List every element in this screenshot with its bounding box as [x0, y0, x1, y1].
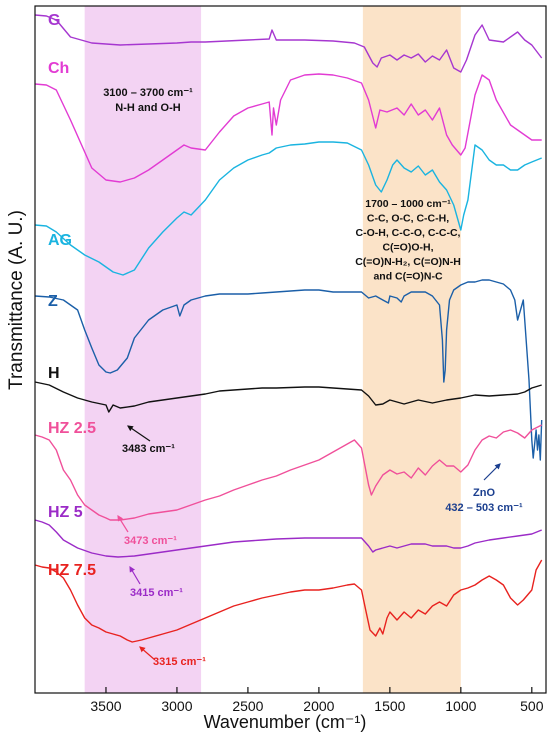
series-line-ag — [34, 141, 542, 276]
series-line-hz-7-5 — [34, 559, 543, 643]
band-0-label-line-1: N-H and O-H — [115, 102, 180, 114]
y-axis-label: Transmittance (A. U.) — [6, 210, 27, 390]
annotation-zno-label: ZnO — [473, 487, 495, 499]
series-name-hz-7-5: HZ 7.5 — [48, 562, 96, 579]
annotation-arrow-0 — [127, 425, 151, 442]
series-name-hz-2-5: HZ 2.5 — [48, 420, 96, 437]
annotation-zno-range: 432 – 503 cm⁻¹ — [445, 502, 523, 514]
band-1-label-line-3: C(=O)O-H, — [382, 242, 433, 254]
annotation-arrow-zno — [483, 463, 501, 481]
series-line-hz-5 — [34, 519, 542, 558]
x-tick-label: 500 — [520, 698, 544, 714]
band-1-label-line-2: C-O-H, C-C-O, C-C-C, — [356, 227, 461, 239]
series-line-z — [34, 279, 543, 461]
series-line-hz-2-5 — [34, 424, 543, 521]
annotation-label-1: 3473 cm⁻¹ — [124, 535, 177, 547]
band-1-label-line-0: 1700 – 1000 cm⁻¹ — [365, 198, 451, 210]
x-tick-label: 2500 — [232, 698, 263, 714]
x-tick-label: 3500 — [90, 698, 121, 714]
annotation-arrow-2 — [129, 565, 141, 585]
annotation-label-3: 3315 cm⁻¹ — [153, 656, 206, 668]
series-line-g — [34, 14, 543, 73]
band-0 — [84, 6, 202, 693]
x-tick-label: 1000 — [445, 698, 476, 714]
band-1-label-line-1: C-C, O-C, C-C-H, — [367, 213, 449, 225]
annotation-label-2: 3415 cm⁻¹ — [130, 587, 183, 599]
spectra-series — [34, 14, 543, 643]
x-tick-label: 3000 — [161, 698, 192, 714]
x-tick-label: 1500 — [374, 698, 405, 714]
series-line-ch — [34, 73, 542, 183]
band-1-label-line-5: and C(=O)N-C — [373, 271, 443, 283]
plot-border — [34, 5, 547, 694]
x-axis-label: Wavenumber (cm⁻¹) — [204, 712, 367, 732]
series-name-h: H — [48, 365, 60, 382]
annotation-arrow-1 — [117, 514, 129, 533]
series-name-ag: AG — [48, 232, 72, 249]
band-1-label-line-4: C(=O)N-H₂, C(=O)N-H — [355, 256, 461, 268]
plot-frame — [34, 5, 547, 694]
x-axis-ticks: 3500 3000 2500 2000 1500 1000 500 — [90, 687, 544, 714]
annotation-arrow-3 — [139, 646, 156, 661]
series-name-z: Z — [48, 293, 58, 310]
series-name-g: G — [48, 12, 60, 29]
highlight-bands — [84, 6, 461, 693]
x-tick-label: 2000 — [303, 698, 334, 714]
series-line-h — [34, 381, 542, 413]
series-name-hz-5: HZ 5 — [48, 504, 83, 521]
series-name-ch: Ch — [48, 60, 69, 77]
band-0-label-line-0: 3100 – 3700 cm⁻¹ — [103, 87, 193, 99]
annotation-label-0: 3483 cm⁻¹ — [122, 443, 175, 455]
band-1 — [362, 6, 461, 693]
chart-labels: G Ch AG Z H HZ 2.5 HZ 5 HZ 7.5 3100 – 3700 cm⁻¹ N… — [48, 12, 523, 668]
